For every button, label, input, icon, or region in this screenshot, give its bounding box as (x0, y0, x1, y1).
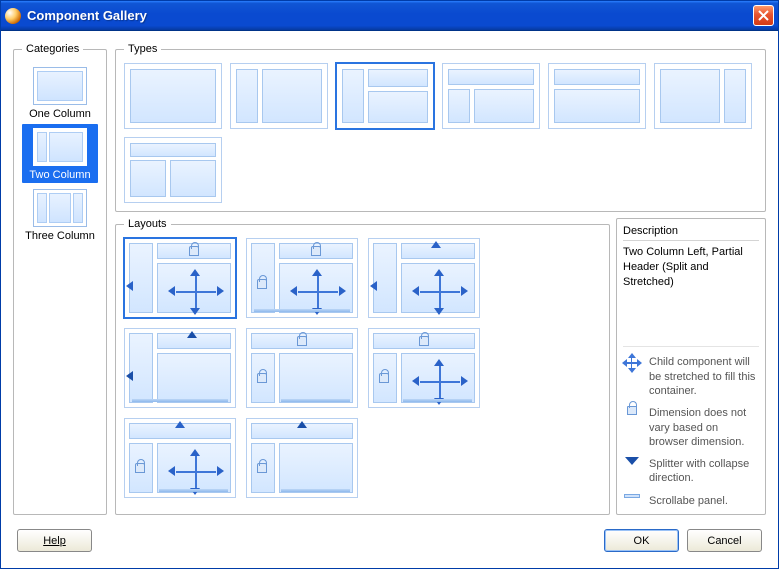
legend: Child component will be stretched to fil… (623, 346, 759, 508)
layout-option[interactable] (368, 238, 480, 318)
app-icon (5, 8, 21, 24)
legend-scrollable-text: Scrollabe panel. (649, 494, 759, 508)
category-label: Two Column (29, 169, 90, 181)
layout-option[interactable] (368, 328, 480, 408)
categories-panel: Categories One Column Two Column Three C… (13, 43, 107, 515)
cancel-button[interactable]: Cancel (687, 529, 762, 552)
client-area: Categories One Column Two Column Three C… (1, 31, 778, 568)
lock-icon (623, 406, 641, 415)
description-panel: Description Two Column Left, Partial Hea… (616, 218, 766, 515)
legend-lock-text: Dimension does not vary based on browser… (649, 406, 759, 449)
type-option[interactable] (230, 63, 328, 129)
types-grid (124, 63, 757, 203)
title-bar[interactable]: Component Gallery (1, 1, 778, 31)
type-option[interactable] (124, 137, 222, 203)
type-option[interactable] (442, 63, 540, 129)
legend-splitter-text: Splitter with collapse direction. (649, 457, 759, 486)
close-button[interactable] (753, 5, 774, 26)
layout-option[interactable] (124, 328, 236, 408)
help-button[interactable]: Help (17, 529, 92, 552)
description-text: Two Column Left, Partial Header (Split a… (623, 245, 759, 290)
legend-stretch-text: Child component will be stretched to fil… (649, 355, 759, 398)
type-option[interactable] (336, 63, 434, 129)
type-option[interactable] (654, 63, 752, 129)
splitter-icon (623, 457, 641, 465)
category-thumb (33, 67, 87, 105)
layouts-panel: Layouts (115, 218, 610, 515)
category-thumb (33, 128, 87, 166)
category-label: One Column (29, 108, 91, 120)
layout-option[interactable] (124, 418, 236, 498)
category-two-column[interactable]: Two Column (22, 124, 98, 183)
category-one-column[interactable]: One Column (22, 63, 98, 122)
category-thumb (33, 189, 87, 227)
button-bar: Help OK Cancel (13, 523, 766, 562)
types-panel: Types (115, 43, 766, 212)
ok-button[interactable]: OK (604, 529, 679, 552)
stretch-icon (623, 355, 641, 371)
description-label: Description (623, 225, 759, 241)
layout-option[interactable] (246, 328, 358, 408)
layout-option[interactable] (246, 238, 358, 318)
layout-option[interactable] (124, 238, 236, 318)
scrollable-icon (623, 494, 641, 498)
type-option[interactable] (124, 63, 222, 129)
dialog-window: Component Gallery Categories One Column … (0, 0, 779, 569)
categories-label: Categories (22, 43, 83, 55)
type-option[interactable] (548, 63, 646, 129)
layouts-grid (124, 238, 601, 498)
layout-option[interactable] (246, 418, 358, 498)
types-label: Types (124, 43, 161, 55)
window-title: Component Gallery (27, 8, 753, 23)
category-label: Three Column (25, 230, 95, 242)
category-three-column[interactable]: Three Column (22, 185, 98, 244)
layouts-label: Layouts (124, 218, 171, 230)
